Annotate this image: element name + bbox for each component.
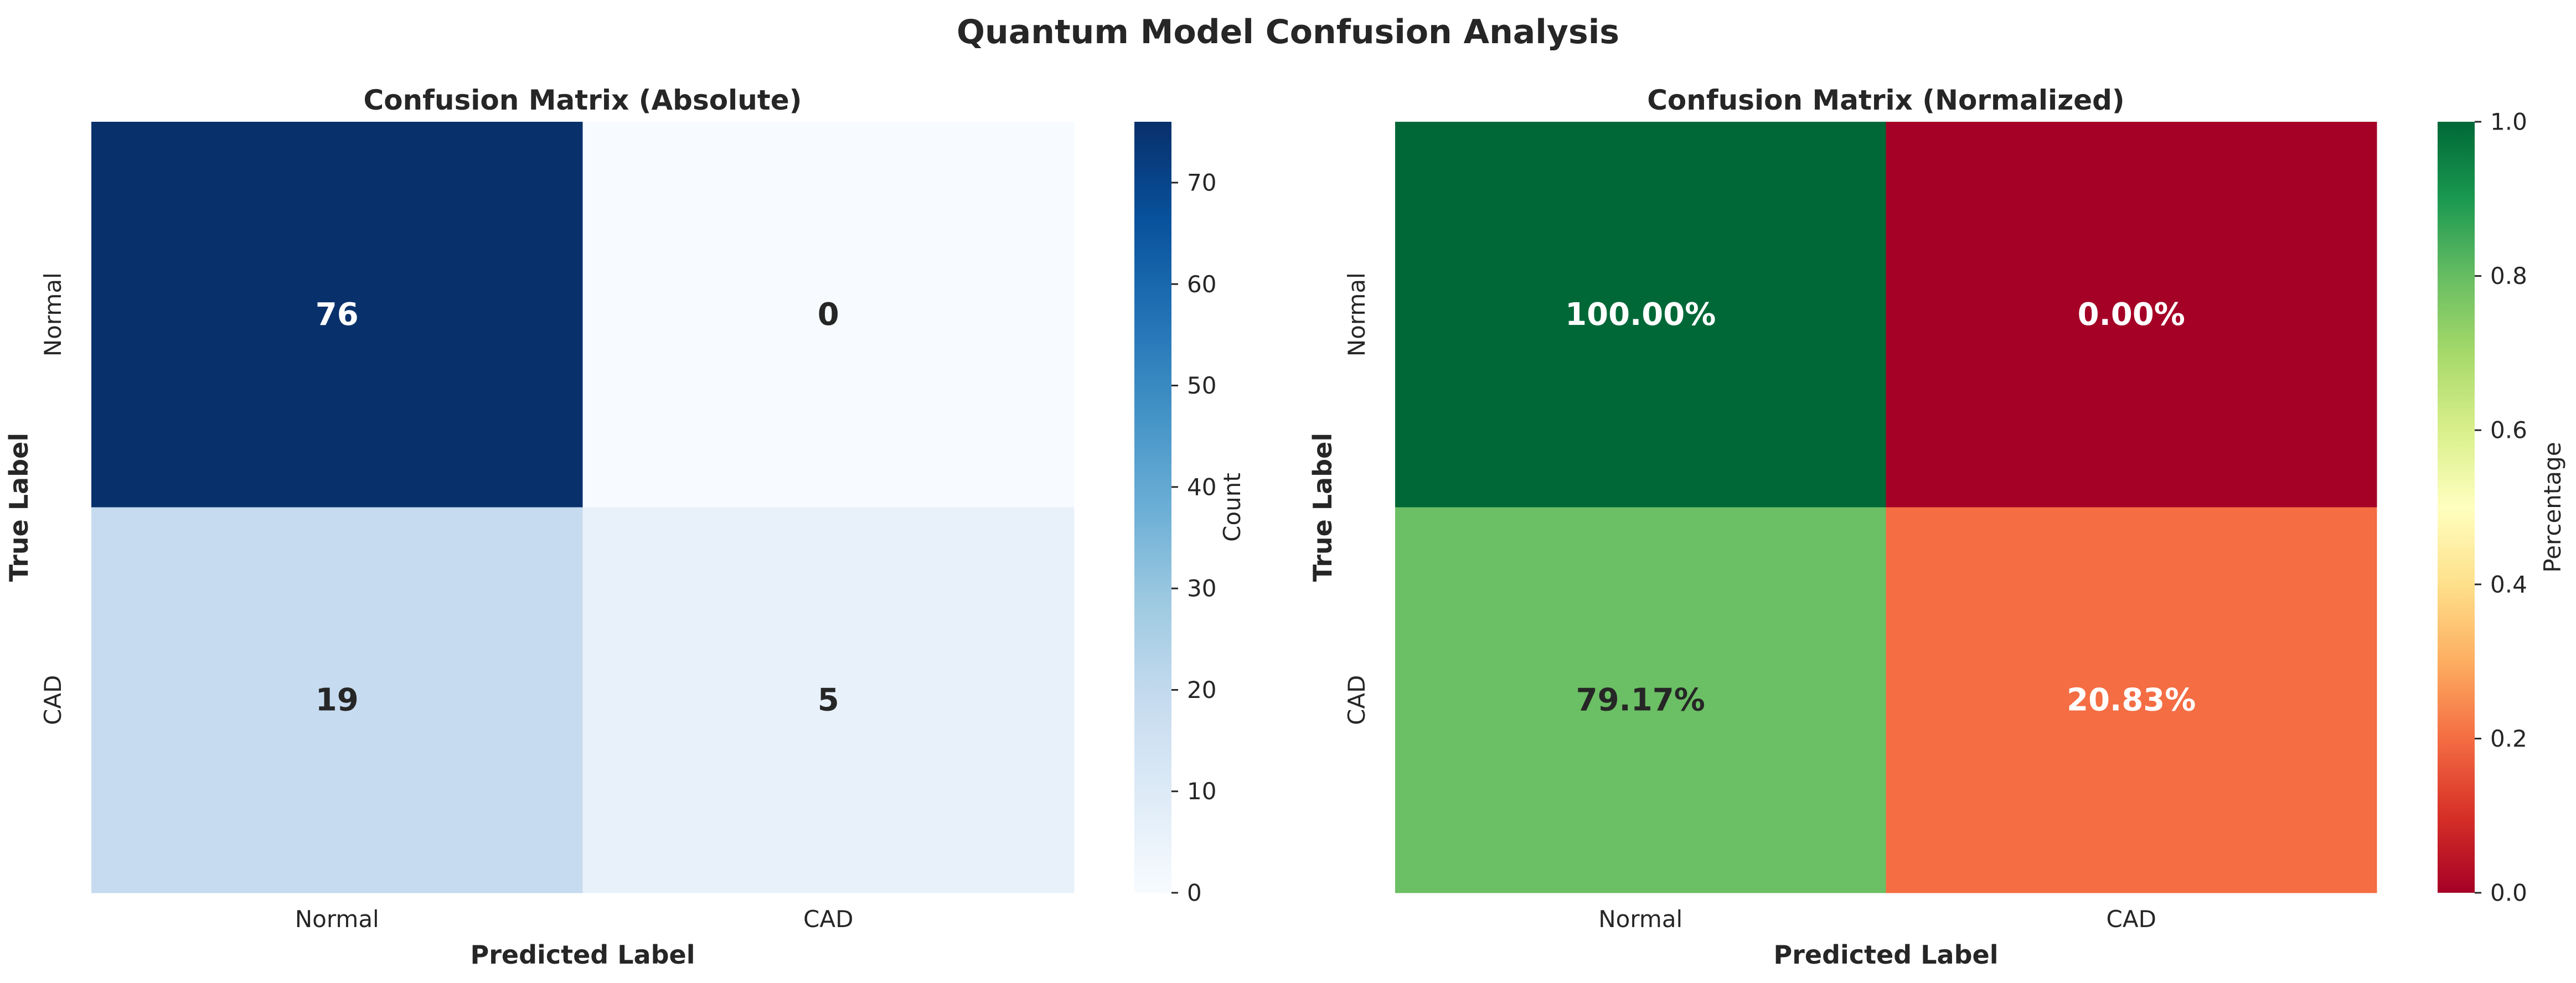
colorbar-tick-label: 0.2 bbox=[2490, 725, 2527, 752]
x-tick-label: Normal bbox=[1598, 906, 1682, 933]
colorbar-tick-label: 40 bbox=[1187, 473, 1216, 500]
x-axis-label: Predicted Label bbox=[471, 940, 695, 970]
x-axis-label: Predicted Label bbox=[1774, 940, 1999, 970]
cell-label: 0.00% bbox=[2078, 297, 2185, 333]
cell-label: 76 bbox=[316, 297, 359, 333]
colorbar-tick-label: 0.6 bbox=[2490, 417, 2527, 444]
colorbar-tick-label: 50 bbox=[1187, 372, 1216, 399]
heatmap-cell bbox=[1395, 122, 1886, 508]
colorbar-tick-label: 20 bbox=[1187, 676, 1216, 703]
panel-title: Confusion Matrix (Normalized) bbox=[1647, 84, 2125, 116]
y-tick-label: CAD bbox=[39, 675, 66, 725]
x-tick-label: CAD bbox=[2107, 906, 2156, 933]
colorbar-tick-label: 70 bbox=[1187, 169, 1216, 196]
cell-label: 79.17% bbox=[1576, 682, 1705, 718]
cell-label: 19 bbox=[316, 682, 359, 718]
heatmap-cell bbox=[582, 122, 1075, 508]
heatmap-cell bbox=[582, 507, 1075, 893]
x-tick-label: Normal bbox=[295, 906, 379, 933]
y-tick-label: CAD bbox=[1343, 675, 1370, 725]
heatmap-cell bbox=[1886, 507, 2377, 893]
cell-label: 100.00% bbox=[1565, 297, 1716, 333]
figure-title: Quantum Model Confusion Analysis bbox=[957, 13, 1619, 51]
colorbar-tick-label: 0.4 bbox=[2490, 571, 2527, 598]
colorbar-label: Count bbox=[1219, 473, 1246, 542]
y-tick-label: Normal bbox=[39, 272, 66, 356]
cell-label: 5 bbox=[818, 682, 839, 718]
y-axis-label: True Label bbox=[1308, 433, 1338, 582]
colorbar-tick-label: 10 bbox=[1187, 778, 1216, 805]
y-axis-label: True Label bbox=[4, 433, 34, 582]
heatmap-cell bbox=[91, 507, 583, 893]
cell-label: 0 bbox=[818, 297, 839, 333]
colorbar-tick-label: 0 bbox=[1187, 879, 1202, 907]
colorbar-tick-label: 60 bbox=[1187, 271, 1216, 298]
colorbar-label: Percentage bbox=[2539, 442, 2566, 572]
colorbar bbox=[1134, 122, 1171, 893]
colorbar-tick-label: 0.8 bbox=[2490, 262, 2527, 289]
heatmap-cell bbox=[91, 122, 583, 508]
x-tick-label: CAD bbox=[803, 906, 853, 933]
colorbar-tick-label: 0.0 bbox=[2490, 879, 2527, 907]
panel-absolute: Confusion Matrix (Absolute) 76 0 19 5 Normal C… bbox=[4, 84, 1246, 970]
heatmap-cell bbox=[1395, 507, 1886, 893]
colorbar-tick-label: 30 bbox=[1187, 575, 1216, 602]
colorbar bbox=[2438, 122, 2475, 893]
heatmap-cell bbox=[1886, 122, 2377, 508]
panel-title: Confusion Matrix (Absolute) bbox=[364, 84, 802, 116]
y-tick-label: Normal bbox=[1343, 272, 1370, 356]
panel-normalized: Confusion Matrix (Normalized)100.00% 0.00… bbox=[1308, 84, 2566, 970]
cell-label: 20.83% bbox=[2067, 682, 2196, 718]
colorbar-tick-label: 1.0 bbox=[2490, 108, 2527, 136]
